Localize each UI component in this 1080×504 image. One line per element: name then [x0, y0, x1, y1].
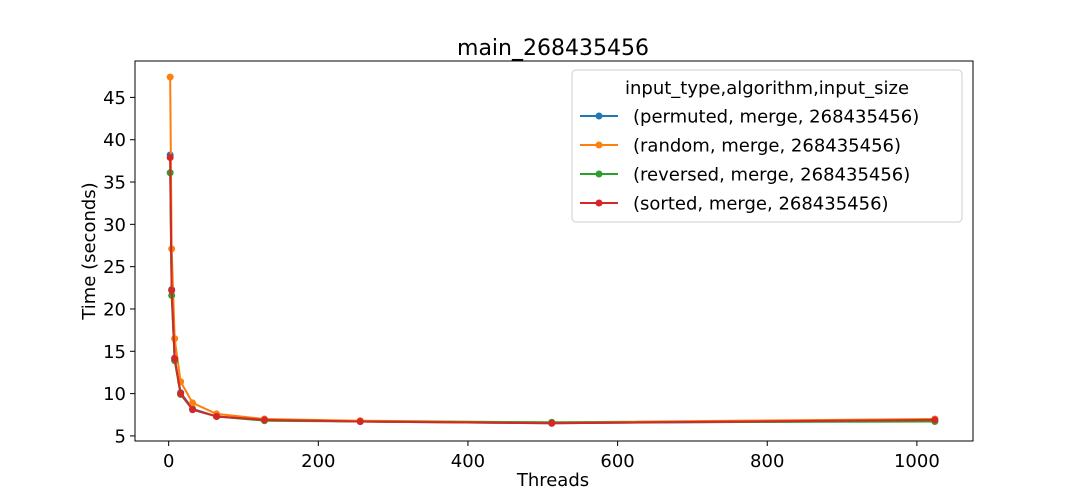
data-point: [189, 399, 197, 407]
y-tick-label: 30: [103, 215, 126, 236]
legend-label: (random, merge, 268435456): [633, 136, 901, 157]
x-tick-label: 800: [750, 451, 784, 472]
data-point: [166, 73, 174, 81]
x-axis-label: Threads: [516, 470, 589, 491]
data-point: [931, 416, 939, 424]
legend-entry: (random, merge, 268435456): [580, 136, 901, 157]
legend: input_type,algorithm,input_size (permute…: [571, 69, 963, 223]
data-point: [171, 355, 179, 363]
legend-label: (permuted, merge, 268435456): [633, 107, 919, 128]
x-tick-label: 1000: [894, 451, 940, 472]
x-tick-label: 400: [451, 451, 485, 472]
legend-marker: [595, 112, 603, 120]
x-axis: 0 200 400 600 800 1000: [163, 441, 940, 472]
plot-frame: [134, 60, 974, 442]
y-axis-label: Time (seconds): [79, 182, 100, 320]
data-point: [177, 390, 185, 398]
data-point: [213, 412, 221, 420]
y-tick-label: 25: [103, 257, 126, 278]
data-point: [548, 419, 556, 427]
y-tick-label: 15: [103, 342, 126, 363]
legend-title: input_type,algorithm,input_size: [625, 78, 909, 99]
legend-entry: (sorted, merge, 268435456): [580, 194, 889, 215]
data-point: [166, 153, 174, 161]
y-tick-label: 35: [103, 173, 126, 194]
legend-entry: (reversed, merge, 268435456): [580, 165, 910, 186]
legend-entries: (permuted, merge, 268435456) (random, mer…: [580, 107, 919, 215]
x-tick-label: 600: [600, 451, 634, 472]
data-point: [260, 416, 268, 424]
x-tick-label: 200: [301, 451, 335, 472]
legend-marker: [595, 141, 603, 149]
legend-label: (reversed, merge, 268435456): [633, 165, 910, 186]
y-axis: 5 10 15 20 25 30 35 40 45: [103, 88, 135, 447]
chart-title: main_268435456: [457, 36, 649, 61]
legend-entry: (permuted, merge, 268435456): [580, 107, 919, 128]
series-line: [169, 157, 935, 425]
legend-marker: [595, 199, 603, 207]
data-point: [356, 418, 364, 426]
data-point: [189, 406, 197, 414]
y-tick-label: 45: [103, 88, 126, 109]
y-tick-label: 5: [115, 426, 126, 447]
series: [166, 153, 939, 427]
plot-lines: [166, 73, 939, 427]
legend-box: [571, 69, 963, 223]
y-tick-label: 10: [103, 384, 126, 405]
y-tick-label: 40: [103, 130, 126, 151]
legend-marker: [595, 170, 603, 178]
y-tick-label: 20: [103, 299, 126, 320]
x-tick-label: 0: [163, 451, 174, 472]
legend-label: (sorted, merge, 268435456): [633, 194, 889, 215]
data-point: [168, 286, 176, 294]
